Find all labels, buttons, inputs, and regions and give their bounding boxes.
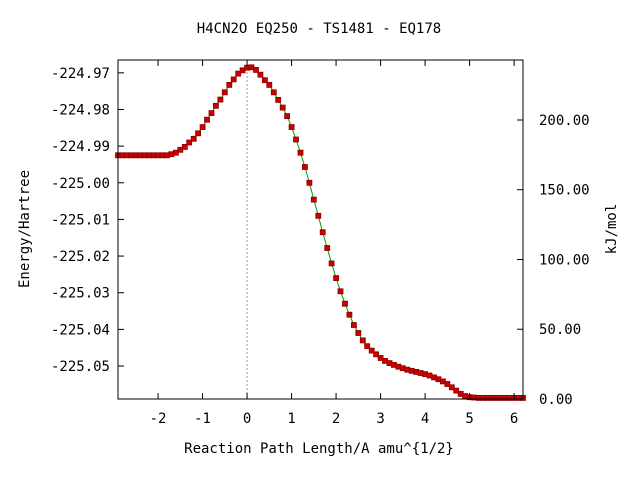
data-point (186, 139, 193, 146)
data-point (195, 130, 202, 137)
data-point (448, 384, 455, 391)
data-point (266, 82, 273, 88)
x-tick-label: 5 (465, 411, 473, 427)
x-tick-label: 2 (332, 411, 340, 427)
data-point (333, 275, 340, 282)
y-tick-label: -225.01 (51, 212, 110, 228)
data-point (288, 124, 295, 130)
ticks-group: -2 -1 0 1 2 3 4 5 6 -224.97 -224.98 -224.99 -225.00 -… (51, 60, 590, 427)
y-axis-label: Energy/Hartree (17, 170, 33, 288)
data-point (199, 124, 206, 130)
data-point (373, 351, 380, 358)
x-tick-label: -1 (194, 411, 211, 427)
data-point (217, 96, 224, 103)
data-point (350, 322, 357, 328)
data-point (212, 102, 219, 109)
y2-tick-label: 200.00 (539, 113, 590, 129)
data-point (346, 311, 353, 318)
data-point (204, 116, 210, 123)
x-axis-label: Reaction Path Length/A amu^{1/2} (184, 441, 454, 457)
x-tick-label: -2 (150, 411, 167, 427)
data-point (444, 381, 451, 387)
y2-tick-label: 50.00 (539, 322, 581, 338)
data-point (355, 330, 362, 336)
y-tick-label: -225.00 (51, 176, 110, 192)
data-point (226, 82, 233, 88)
data-point (279, 104, 286, 111)
data-point (453, 387, 460, 394)
data-point (208, 110, 215, 116)
data-point (368, 347, 375, 354)
chart-title: H4CN2O EQ250 - TS1481 - EQ178 (197, 21, 441, 37)
data-point (328, 260, 335, 267)
data-point (315, 212, 322, 219)
x-tick-label: 3 (376, 411, 384, 427)
data-point (177, 146, 184, 153)
y2-axis-label: kJ/mol (604, 204, 620, 255)
y2-tick-label: 100.00 (539, 252, 590, 268)
x-tick-label: 6 (510, 411, 518, 427)
data-point (257, 71, 264, 78)
data-point (284, 113, 291, 119)
data-point (261, 77, 268, 84)
axes-group (117, 59, 524, 400)
x-tick-label: 4 (421, 411, 429, 427)
data-point (364, 343, 371, 350)
y2-tick-label: 150.00 (539, 183, 590, 199)
data-point (275, 97, 282, 103)
y2-tick-label: 0.00 (539, 392, 573, 408)
data-point (190, 135, 197, 142)
series-group (115, 64, 526, 401)
data-point (306, 179, 313, 186)
y-tick-label: -225.04 (51, 322, 110, 338)
data-point (337, 288, 344, 295)
data-point (253, 67, 259, 73)
data-point (221, 89, 228, 96)
y-tick-label: -225.05 (51, 359, 110, 375)
data-point (297, 149, 304, 156)
y-tick-label: -224.97 (51, 66, 110, 82)
y-tick-label: -224.99 (51, 139, 110, 155)
data-point (293, 136, 299, 143)
y-tick-label: -225.03 (51, 286, 110, 302)
data-point (301, 164, 308, 170)
data-point (181, 143, 188, 150)
data-point (310, 196, 317, 203)
data-point (230, 76, 237, 83)
data-point (359, 337, 366, 344)
data-point (342, 300, 348, 307)
data-point (319, 229, 326, 236)
y-tick-label: -224.98 (51, 102, 110, 118)
y-tick-label: -225.02 (51, 249, 110, 265)
x-tick-label: 0 (243, 411, 251, 427)
data-point (270, 89, 277, 96)
x-tick-label: 1 (287, 411, 295, 427)
data-point (324, 245, 331, 251)
data-point (235, 70, 242, 77)
plot-frame (117, 59, 524, 400)
